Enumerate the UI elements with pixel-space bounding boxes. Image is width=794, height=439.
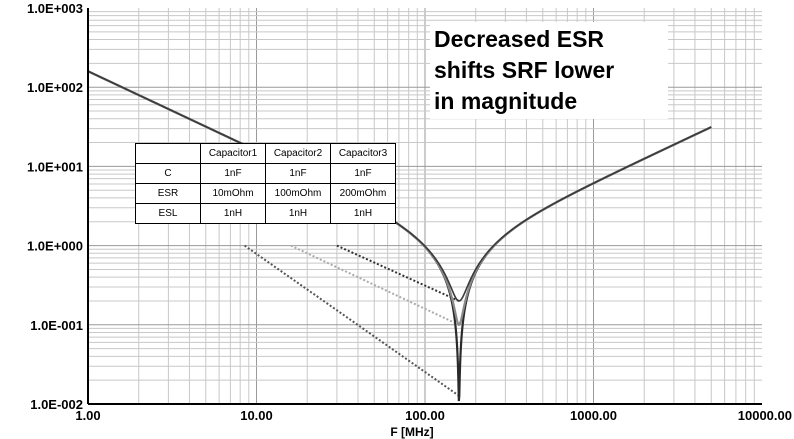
series-line-capacitor3 (87, 70, 712, 302)
header-capacitor1: Capacitor1 (200, 143, 266, 164)
series-lines (87, 70, 712, 402)
x-axis-label: F [MHz] (390, 425, 433, 439)
table-cell: 1nF (265, 163, 331, 184)
annotation-box: Decreased ESR shifts SRF lower in magnit… (430, 22, 668, 119)
table-row: C 1nF 1nF 1nF (135, 163, 396, 184)
table-cell: 100mOhm (265, 183, 331, 204)
x-tick-label: 100.00 (405, 408, 445, 423)
x-tick-labels: 1.00 10.00 100.00 1000.00 10000.00 (75, 408, 792, 423)
header-capacitor3: Capacitor3 (330, 143, 396, 164)
table-cell: 1nF (200, 163, 266, 184)
annotation-line-2: shifts SRF lower (434, 57, 615, 83)
plot-frame (87, 8, 762, 405)
table-cell: 1nF (330, 163, 396, 184)
row-label-esr: ESR (135, 183, 201, 204)
row-label-esl: ESL (135, 203, 201, 224)
table-header-row: Capacitor1 Capacitor2 Capacitor3 (135, 143, 396, 164)
header-capacitor2: Capacitor2 (265, 143, 331, 164)
table-row: ESR 10mOhm 100mOhm 200mOhm (135, 183, 396, 204)
table-cell: 10mOhm (200, 183, 266, 204)
x-tick-label: 1.00 (75, 408, 100, 423)
row-label-c: C (135, 163, 201, 184)
asymptote-lines (244, 244, 460, 397)
asymptote-line-capacitor2 (290, 244, 460, 326)
y-tick-label: 1.0E+003 (27, 1, 83, 16)
table-cell: 1nH (265, 203, 331, 224)
table-cell: 1nH (200, 203, 266, 224)
x-tick-label: 10.00 (240, 408, 273, 423)
x-tick-label: 10000.00 (738, 408, 792, 423)
y-tick-label: 1.0E+001 (27, 159, 83, 174)
table-row: ESL 1nH 1nH 1nH (135, 203, 396, 224)
y-tick-label: 1.0E+002 (27, 80, 83, 95)
table-corner-cell (135, 143, 201, 164)
x-tick-label: 1000.00 (570, 408, 617, 423)
table-cell: 200mOhm (330, 183, 396, 204)
y-tick-labels: 1.0E-002 1.0E-001 1.0E+000 1.0E+001 1.0E+002… (27, 1, 83, 412)
annotation-line-1: Decreased ESR (434, 26, 605, 52)
y-tick-label: 1.0E-001 (30, 318, 83, 333)
asymptote-line-capacitor3 (336, 244, 460, 302)
y-tick-label: 1.0E+000 (27, 239, 83, 254)
y-tick-label: 1.0E-002 (30, 397, 83, 412)
table-cell: 1nH (330, 203, 396, 224)
asymptote-line-capacitor1 (244, 244, 460, 397)
capacitor-parameter-table: Capacitor1 Capacitor2 Capacitor3 C 1nF 1… (135, 143, 396, 224)
annotation-line-3: in magnitude (434, 88, 578, 114)
series-line-capacitor1 (87, 70, 712, 402)
